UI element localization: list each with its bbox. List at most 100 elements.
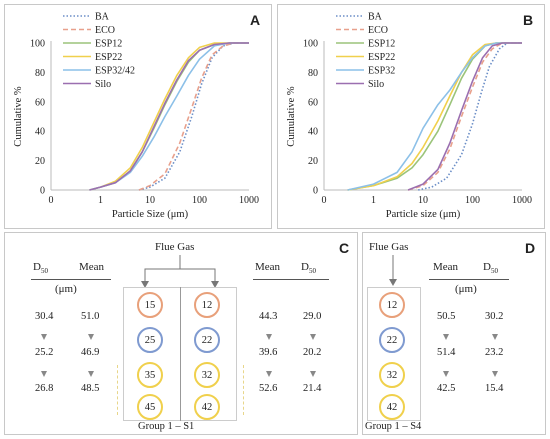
legend-label: ESP12 xyxy=(95,39,122,50)
c-right-mean-3: 52.6 xyxy=(259,383,278,394)
series-line-ba xyxy=(138,42,249,191)
series-line-silo xyxy=(89,42,249,191)
panel-letter: B xyxy=(523,12,533,28)
c-left-mean-1: 51.0 xyxy=(81,311,100,322)
d-arrow-1a xyxy=(443,334,449,340)
y-tick-label: 60 xyxy=(35,97,45,108)
c-left-arrow-1b xyxy=(88,334,94,340)
x-tick-label: 100 xyxy=(192,195,207,206)
c-circle-12: 12 xyxy=(194,292,220,318)
series-line-eco xyxy=(138,42,249,191)
d-circle-32: 32 xyxy=(379,362,405,388)
c-right-arrow-1a xyxy=(266,334,272,340)
d-mean-3: 42.5 xyxy=(437,383,456,394)
x-tick-label: 100 xyxy=(465,195,480,206)
legend-label: Silo xyxy=(368,79,384,90)
panel-letter: A xyxy=(250,12,260,28)
d-d50-3: 15.4 xyxy=(485,383,504,394)
x-axis-label: Particle size (μm) xyxy=(386,209,461,220)
panel-d: D Flue Gas 12 22 32 42 Group 1 – S4 Mean… xyxy=(362,232,546,435)
series-line-esp32 xyxy=(347,42,522,191)
c-left-unit: (μm) xyxy=(55,283,77,295)
c-dash-right xyxy=(243,365,244,415)
c-dash-left xyxy=(117,365,118,415)
y-tick-label: 20 xyxy=(35,156,45,167)
series-line-esp22 xyxy=(89,42,249,191)
c-flue-gas-title: Flue Gas xyxy=(155,241,195,253)
c-right-arrow-2b xyxy=(310,371,316,377)
series-line-esp22 xyxy=(347,42,522,191)
y-tick-label: 0 xyxy=(313,186,318,197)
panel-b: 0 20 40 60 80 100 0 1 10 100 1000 Particle size (μm… xyxy=(277,4,545,229)
c-right-mean-2: 39.6 xyxy=(259,347,278,358)
c-circle-22: 22 xyxy=(194,327,220,353)
c-left-arrow-2a xyxy=(41,371,47,377)
d-arrow-1b xyxy=(492,334,498,340)
c-left-d50-3: 26.8 xyxy=(35,383,54,394)
legend-label: ESP32/42 xyxy=(95,66,135,77)
c-circle-25: 25 xyxy=(137,327,163,353)
d-d50-2: 23.2 xyxy=(485,347,504,358)
c-right-arrow-1b xyxy=(310,334,316,340)
y-tick-label: 0 xyxy=(40,186,45,197)
c-circle-35: 35 xyxy=(137,362,163,388)
c-left-d50-2: 25.2 xyxy=(35,347,54,358)
c-circle-45: 45 xyxy=(137,394,163,420)
c-left-mean-2: 46.9 xyxy=(81,347,100,358)
d-d50-header: D50 xyxy=(483,261,498,276)
panel-c: C D50 Mean (μm) 30.4 51.0 25.2 46.9 26.8… xyxy=(4,232,358,435)
d-circle-12: 12 xyxy=(379,292,405,318)
c-esp-divider xyxy=(180,287,181,421)
d-group-label: Group 1 – S4 xyxy=(365,421,422,432)
c-circle-15: 15 xyxy=(137,292,163,318)
x-tick-label: 1 xyxy=(371,195,376,206)
legend-label: ECO xyxy=(95,25,115,36)
legend-label: Silo xyxy=(95,79,111,90)
c-right-d50-2: 20.2 xyxy=(303,347,322,358)
c-right-mean-1: 44.3 xyxy=(259,311,278,322)
d-mean-header: Mean xyxy=(433,261,459,273)
y-tick-label: 100 xyxy=(30,39,45,50)
d-flue-gas-title: Flue Gas xyxy=(369,241,409,253)
c-left-d50-1: 30.4 xyxy=(35,311,54,322)
x-tick-label: 1 xyxy=(98,195,103,206)
x-tick-label: 0 xyxy=(322,195,327,206)
c-left-header-rule xyxy=(31,279,111,280)
d-flue-gas-arrow xyxy=(389,255,397,286)
x-tick-label: 0 xyxy=(49,195,54,206)
legend-label: ESP32 xyxy=(368,66,395,77)
c-right-d50-1: 29.0 xyxy=(303,311,322,322)
c-right-mean-header: Mean xyxy=(255,261,281,273)
c-circle-42: 42 xyxy=(194,394,220,420)
c-right-d50-header: D50 xyxy=(301,261,316,276)
d-d50-1: 30.2 xyxy=(485,311,504,322)
c-right-d50-3: 21.4 xyxy=(303,383,322,394)
y-axis-label: Cumulative % xyxy=(286,86,297,147)
x-axis-label: Particle Size (μm) xyxy=(112,209,189,220)
panel-d-letter: D xyxy=(525,240,536,256)
legend-label: ECO xyxy=(368,25,388,36)
c-flue-gas-arrows xyxy=(141,255,219,288)
d-circle-42: 42 xyxy=(379,394,405,420)
y-tick-label: 80 xyxy=(308,68,318,79)
c-left-arrow-1a xyxy=(41,334,47,340)
x-tick-label: 10 xyxy=(418,195,428,206)
y-tick-label: 100 xyxy=(303,39,318,50)
d-circle-22: 22 xyxy=(379,327,405,353)
d-header-rule xyxy=(429,279,509,280)
c-group-label: Group 1 – S1 xyxy=(138,421,195,432)
d-esp-box xyxy=(367,287,421,421)
y-tick-label: 80 xyxy=(35,68,45,79)
x-tick-label: 1000 xyxy=(239,195,259,206)
legend-label: ESP12 xyxy=(368,39,395,50)
panel-a: 0 20 40 60 80 100 0 1 10 100 1000 Particle Size (μm… xyxy=(4,4,272,229)
x-tick-label: 1000 xyxy=(512,195,532,206)
panel-c-letter: C xyxy=(339,240,350,256)
c-left-mean-3: 48.5 xyxy=(81,383,100,394)
x-tick-label: 10 xyxy=(145,195,155,206)
c-left-mean-header: Mean xyxy=(79,261,105,273)
c-left-d50-header: D50 xyxy=(33,261,48,276)
legend-label: BA xyxy=(95,12,110,23)
